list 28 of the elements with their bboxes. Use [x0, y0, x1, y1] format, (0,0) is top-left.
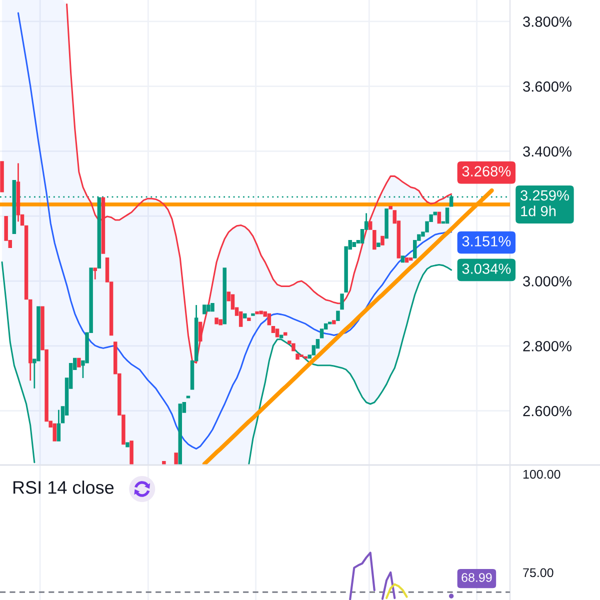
- data-label: 3.151%: [462, 236, 511, 246]
- text: RSI 14 close: [13, 480, 114, 494]
- candlestick: [238, 311, 243, 327]
- line-series: [386, 583, 408, 600]
- y-tick-label: 75.00: [523, 568, 554, 578]
- candlestick: [372, 230, 376, 250]
- data-label: 3.034%: [462, 264, 511, 274]
- candlestick: [267, 313, 272, 326]
- data-label: 3.268%: [462, 166, 511, 176]
- line-series: [66, 3, 452, 364]
- candlestick: [336, 310, 340, 322]
- candlestick: [340, 294, 344, 310]
- candlestick: [93, 267, 97, 280]
- y-tick-label: 3.600%: [523, 81, 572, 92]
- y-tick-label: 2.600%: [523, 406, 572, 416]
- y-tick-label: 3.800%: [523, 16, 572, 27]
- candlestick: [174, 452, 178, 464]
- candlestick: [52, 423, 57, 442]
- candlestick: [437, 212, 442, 224]
- candlestick: [445, 208, 450, 224]
- y-tick-label: 3.400%: [523, 146, 572, 157]
- ref-line-label: 3.259% 1d 9h: [520, 190, 569, 216]
- data-label: 68.99: [462, 573, 492, 582]
- y-tick-label: 2.800%: [523, 341, 572, 352]
- candlestick: [198, 322, 202, 342]
- y-tick-label: 100.00: [523, 470, 560, 479]
- y-tick-label: 3.000%: [523, 276, 572, 286]
- candlestick: [56, 409, 61, 442]
